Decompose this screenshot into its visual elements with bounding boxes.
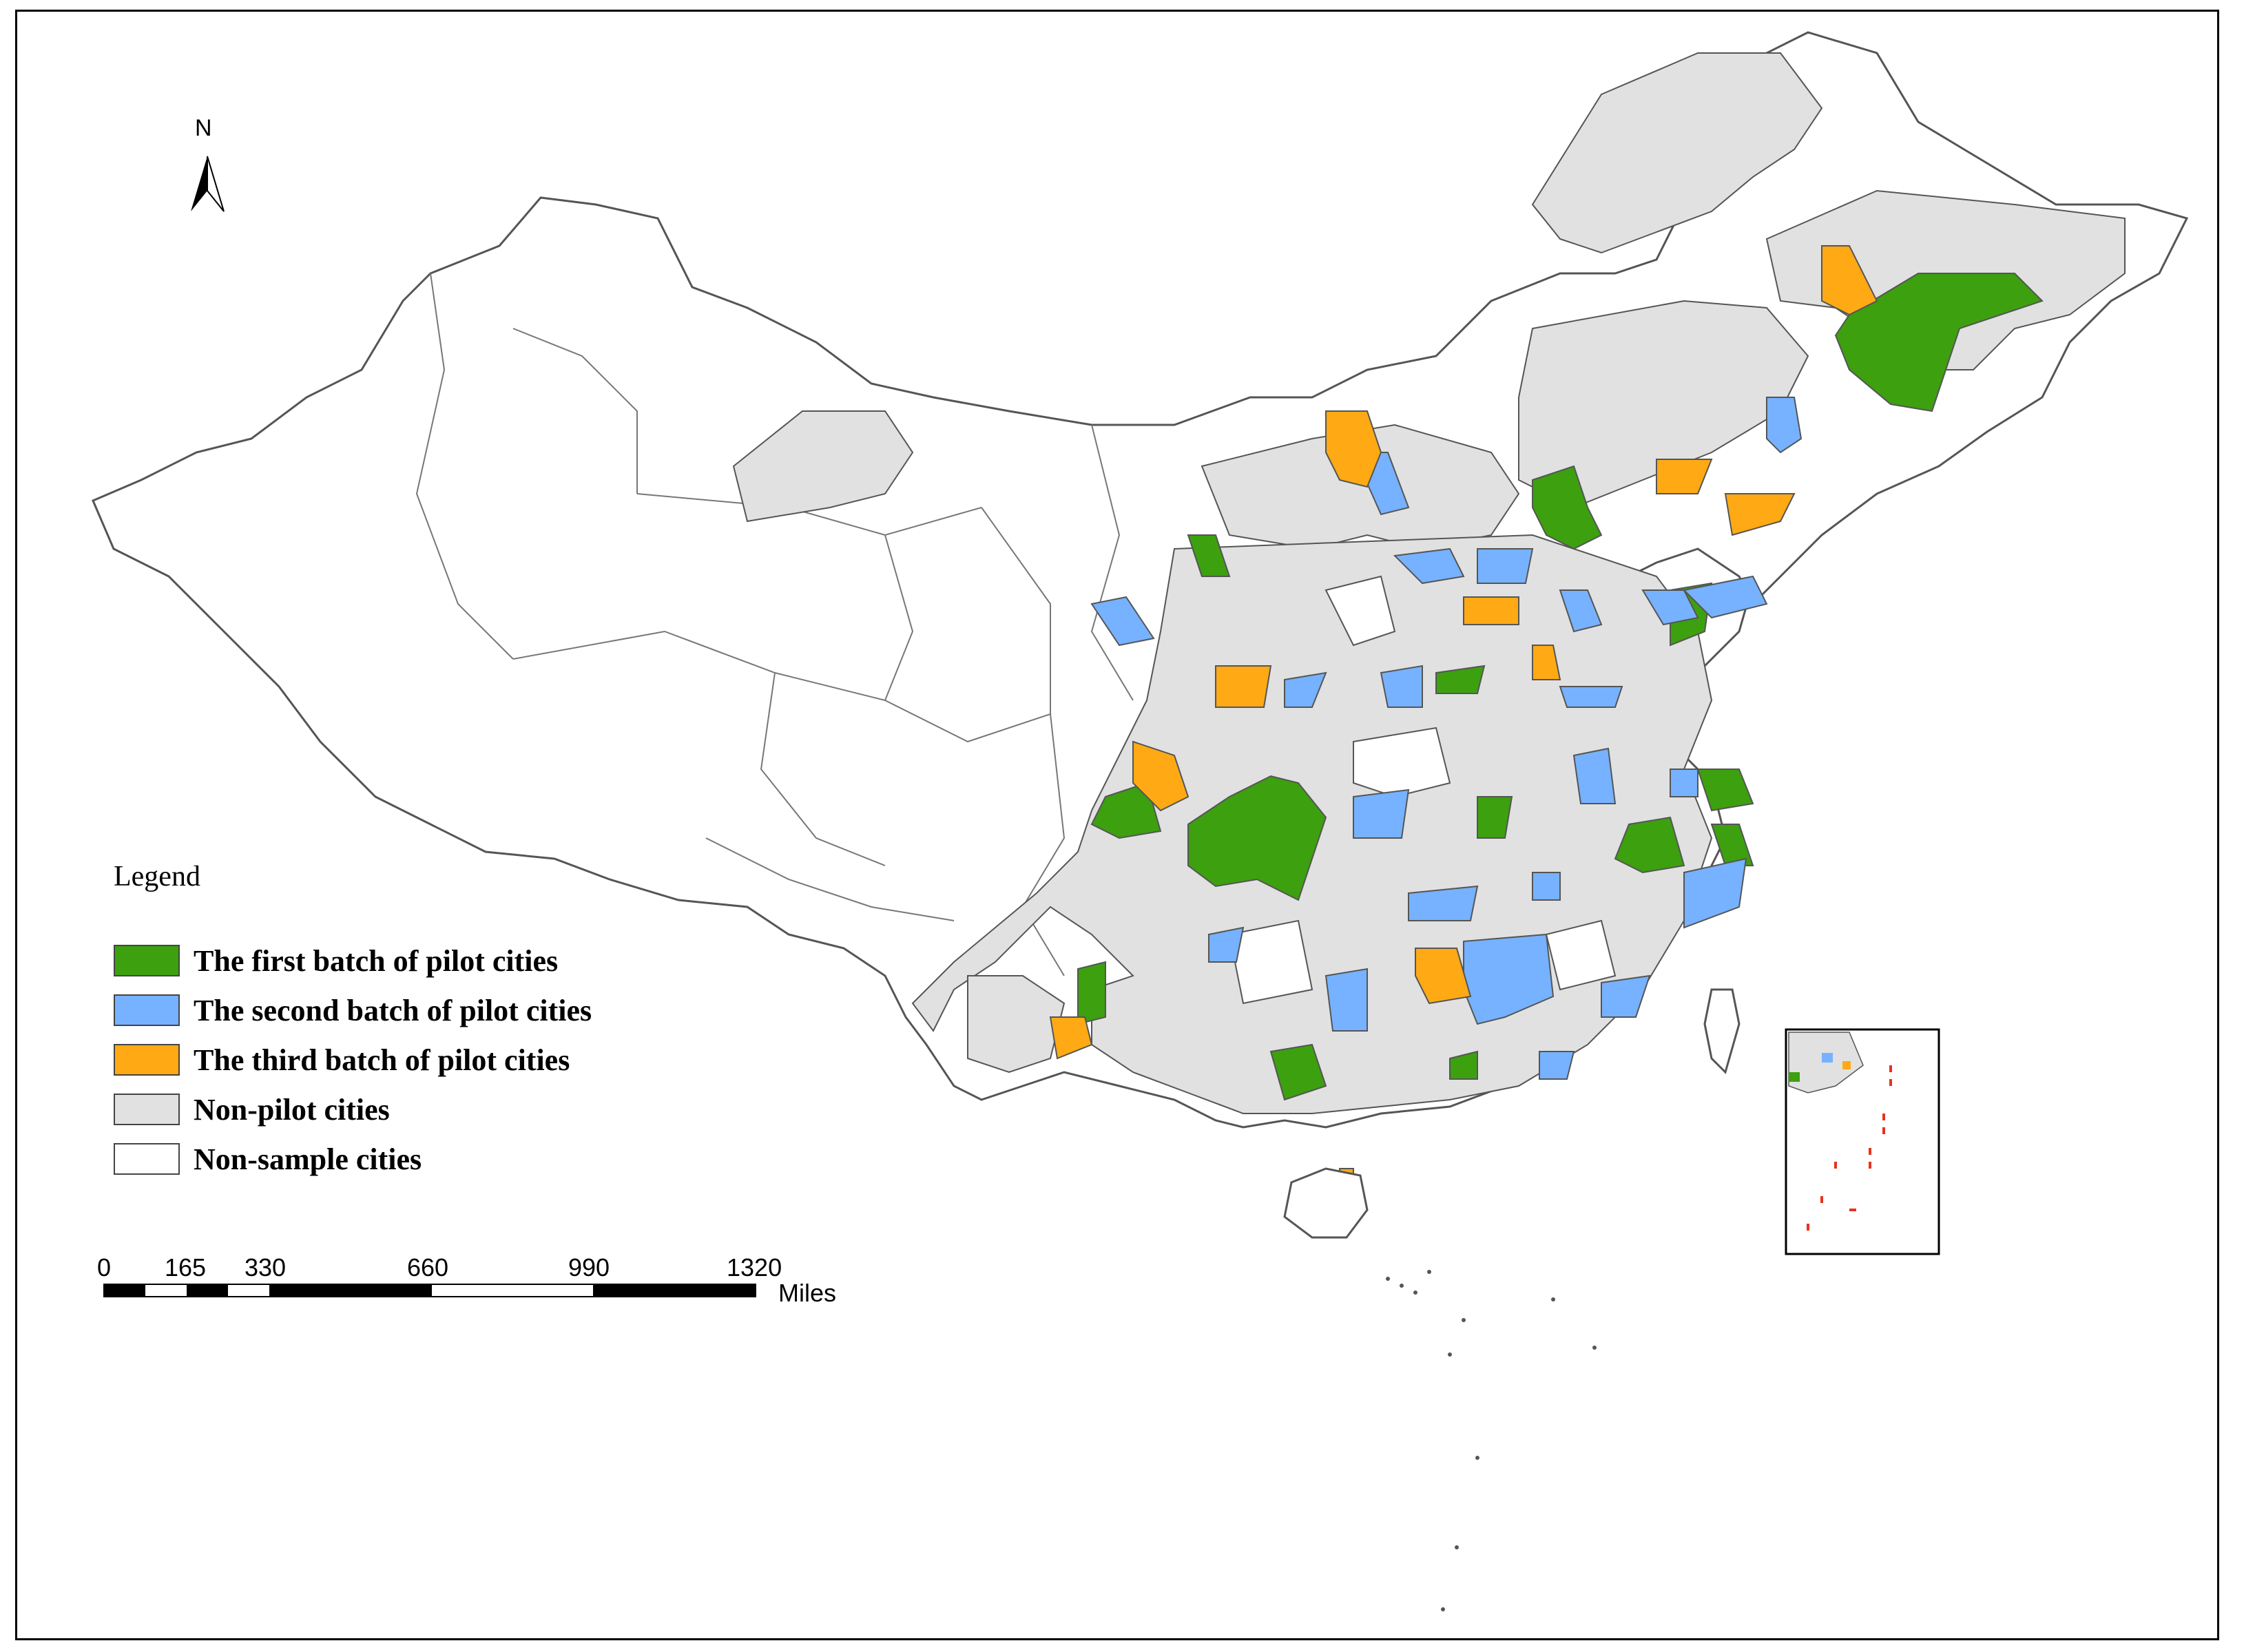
- legend-item-first-batch: The first batch of pilot cities: [114, 943, 559, 978]
- hainan-island: [1283, 1167, 1369, 1239]
- non-sample-cutouts: [1228, 575, 1617, 1005]
- legend-item-second-batch: The second batch of pilot cities: [114, 994, 592, 1027]
- scale-tick-label: 330: [245, 1253, 287, 1282]
- legend-label-first-batch: The first batch of pilot cities: [194, 943, 559, 978]
- scale-bar: [103, 1284, 756, 1297]
- legend-label-non-pilot: Non-pilot cities: [194, 1092, 390, 1127]
- north-arrow-icon: [191, 156, 225, 212]
- map-frame: N Legend The first batch of pilot cities…: [15, 10, 2219, 1640]
- legend-swatch-second-batch: [114, 994, 180, 1026]
- legend-label-third-batch: The third batch of pilot cities: [194, 1043, 570, 1077]
- legend-label-second-batch: The second batch of pilot cities: [194, 993, 592, 1027]
- legend-item-non-pilot: Non-pilot cities: [114, 1092, 390, 1127]
- scale-tick-label: 165: [165, 1253, 207, 1282]
- legend-swatch-non-pilot: [114, 1094, 180, 1125]
- third-batch-regions: [1049, 245, 1878, 1183]
- north-label: N: [195, 115, 212, 141]
- legend-title: Legend: [114, 861, 200, 892]
- scale-tick-label: 0: [97, 1253, 112, 1282]
- legend-item-non-sample: Non-sample cities: [114, 1142, 422, 1176]
- legend-swatch-third-batch: [114, 1044, 180, 1076]
- second-batch-regions: [1090, 397, 1803, 1080]
- legend-item-third-batch: The third batch of pilot cities: [114, 1043, 570, 1077]
- south-sea-islands: [1386, 1270, 1597, 1611]
- map-canvas: [92, 31, 2189, 1611]
- scale-tick-label: 660: [407, 1253, 449, 1282]
- legend-swatch-non-sample: [114, 1143, 180, 1175]
- legend-label-non-sample: Non-sample cities: [194, 1142, 422, 1176]
- legend-swatch-first-batch: [114, 945, 180, 976]
- scale-tick-label: 1320: [727, 1253, 782, 1282]
- scale-tick-label: 990: [568, 1253, 610, 1282]
- taiwan-island: [1703, 988, 1741, 1074]
- scale-unit-label: Miles: [778, 1279, 837, 1307]
- inset-map: [1785, 1028, 1940, 1255]
